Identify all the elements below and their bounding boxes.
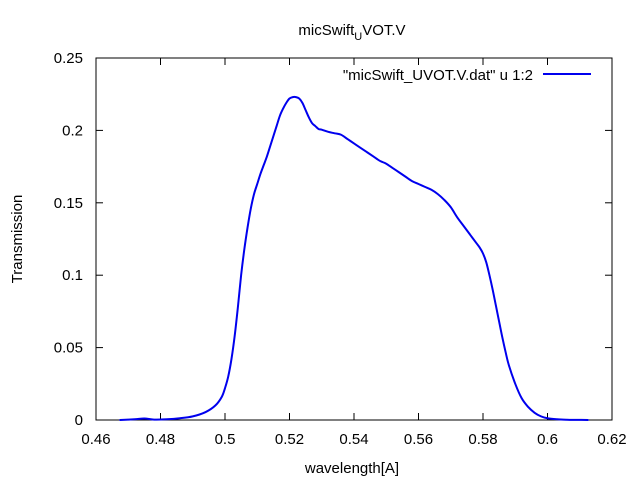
- x-axis-ticks: 0.46 0.48 0.5 0.52 0.54 0.56 0.58 0.6 0.62: [81, 58, 627, 448]
- y-tick-label: 0: [75, 412, 83, 429]
- y-tick-label: 0.15: [54, 195, 83, 212]
- x-tick-label: 0.48: [146, 431, 175, 448]
- y-tick-label: 0.2: [62, 122, 83, 139]
- y-tick-label: 0.1: [62, 267, 83, 284]
- legend: "micSwift_UVOT.V.dat" u 1:2: [343, 67, 591, 84]
- chart-title-main: micSwift: [298, 22, 355, 39]
- legend-label: "micSwift_UVOT.V.dat" u 1:2: [343, 67, 533, 84]
- x-tick-label: 0.62: [597, 431, 626, 448]
- series-line-micswift-uvot-v: [119, 95, 589, 421]
- x-tick-label: 0.58: [468, 431, 497, 448]
- y-tick-label: 0.05: [54, 340, 83, 357]
- plot-area-border: [95, 57, 613, 421]
- y-axis-label: Transmission: [9, 195, 26, 284]
- chart-title-suffix: VOT.V: [362, 22, 405, 39]
- x-tick-label: 0.5: [215, 431, 236, 448]
- x-tick-label: 0.56: [404, 431, 433, 448]
- y-tick-label: 0.25: [54, 50, 83, 67]
- x-axis-label: wavelength[A]: [304, 460, 399, 477]
- chart-title: micSwiftUVOT.V: [298, 22, 405, 43]
- x-tick-label: 0.46: [81, 431, 110, 448]
- x-tick-label: 0.54: [339, 431, 368, 448]
- y-axis-ticks: 0 0.05 0.1 0.15 0.2 0.25: [54, 50, 612, 429]
- x-tick-label: 0.52: [275, 431, 304, 448]
- chart-title-subscript: U: [354, 31, 362, 43]
- x-tick-label: 0.6: [537, 431, 558, 448]
